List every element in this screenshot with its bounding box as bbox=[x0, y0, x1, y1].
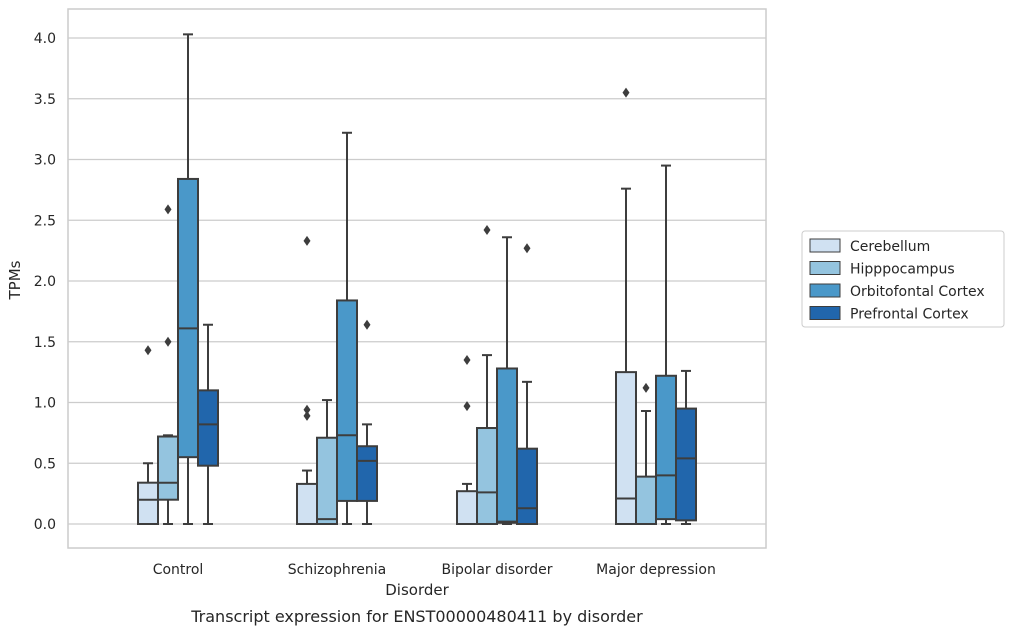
outlier-point bbox=[463, 354, 471, 365]
outlier-point bbox=[144, 345, 152, 356]
box-hipppocampus bbox=[635, 382, 657, 525]
box-iqr bbox=[516, 447, 538, 526]
legend-item: Orbitofontal Cortex bbox=[809, 283, 985, 300]
box-iqr bbox=[157, 435, 179, 501]
x-axis-title: Disorder bbox=[385, 581, 449, 599]
box-cerebellum bbox=[456, 354, 478, 526]
box-orbitofontal-cortex bbox=[496, 236, 518, 525]
x-tick-label: Major depression bbox=[596, 562, 716, 578]
box-hipppocampus bbox=[316, 399, 338, 525]
x-tick-label: Schizophrenia bbox=[288, 562, 386, 578]
outlier-point bbox=[483, 224, 491, 235]
box-iqr bbox=[496, 367, 518, 524]
y-tick-label: 0.0 bbox=[34, 517, 56, 533]
box-prefrontal-cortex bbox=[516, 243, 538, 526]
box-cerebellum bbox=[296, 235, 318, 525]
legend-swatch bbox=[809, 306, 841, 320]
y-tick-label: 2.5 bbox=[34, 213, 56, 229]
legend-frame bbox=[801, 230, 1005, 328]
y-tick-label: 3.5 bbox=[34, 92, 56, 108]
box-orbitofontal-cortex bbox=[655, 164, 677, 525]
legend-item: Prefrontal Cortex bbox=[809, 306, 969, 323]
box-iqr bbox=[296, 482, 318, 525]
legend-item: Hipppocampus bbox=[809, 261, 955, 278]
y-tick-label: 3.0 bbox=[34, 153, 56, 169]
box-plot-area bbox=[137, 33, 697, 526]
outlier-point bbox=[303, 410, 311, 421]
x-axis-ticks: Control Schizophrenia Bipolar disorder Majo… bbox=[153, 562, 716, 578]
legend-swatch bbox=[809, 238, 841, 253]
legend-label: Hipppocampus bbox=[850, 262, 955, 278]
outlier-point bbox=[164, 336, 172, 347]
box-iqr bbox=[197, 389, 219, 467]
y-axis-title: TPMs bbox=[6, 260, 24, 300]
outlier-point bbox=[642, 382, 650, 393]
plot-frame bbox=[67, 8, 767, 549]
legend: Cerebellum Hipppocampus Orbitofontal Corte… bbox=[801, 230, 1005, 328]
box-hipppocampus bbox=[476, 224, 498, 526]
outlier-point bbox=[463, 401, 471, 412]
chart-caption: Transcript expression for ENST0000048041… bbox=[190, 607, 643, 626]
box-iqr bbox=[456, 490, 478, 526]
y-tick-label: 1.0 bbox=[34, 396, 56, 412]
box-iqr bbox=[316, 436, 338, 525]
legend-label: Orbitofontal Cortex bbox=[850, 284, 985, 300]
outlier-point bbox=[523, 243, 531, 254]
y-tick-label: 1.5 bbox=[34, 335, 56, 351]
y-tick-label: 2.0 bbox=[34, 274, 56, 290]
box-orbitofontal-cortex bbox=[177, 33, 199, 525]
box-cerebellum bbox=[615, 87, 637, 525]
box-cerebellum bbox=[137, 345, 159, 526]
legend-item: Cerebellum bbox=[809, 238, 930, 255]
y-axis-ticks: 0.0 0.5 1.0 1.5 2.0 2.5 3.0 3.5 4.0 bbox=[34, 31, 56, 533]
y-tick-label: 0.5 bbox=[34, 456, 56, 472]
box-iqr bbox=[356, 445, 378, 502]
x-tick-label: Bipolar disorder bbox=[441, 562, 552, 578]
box-iqr bbox=[137, 481, 159, 526]
box-iqr bbox=[635, 475, 657, 525]
legend-label: Cerebellum bbox=[850, 239, 930, 255]
box-iqr bbox=[615, 371, 637, 525]
box-iqr bbox=[476, 427, 498, 526]
box-iqr bbox=[675, 407, 697, 522]
x-tick-label: Control bbox=[153, 562, 204, 578]
legend-label: Prefrontal Cortex bbox=[850, 307, 969, 323]
outlier-point bbox=[164, 204, 172, 215]
outlier-point bbox=[303, 235, 311, 246]
box-prefrontal-cortex bbox=[675, 369, 697, 525]
box-iqr bbox=[177, 177, 199, 459]
legend-swatch bbox=[809, 283, 841, 298]
box-prefrontal-cortex bbox=[197, 323, 219, 525]
box-prefrontal-cortex bbox=[356, 319, 378, 525]
outlier-point bbox=[622, 87, 630, 98]
box-iqr bbox=[336, 299, 358, 502]
box-iqr bbox=[655, 374, 677, 521]
outlier-point bbox=[363, 319, 371, 330]
outlier-point bbox=[303, 404, 311, 415]
box-hipppocampus bbox=[157, 204, 179, 525]
y-tick-label: 4.0 bbox=[34, 31, 56, 47]
box-orbitofontal-cortex bbox=[336, 131, 358, 525]
legend-swatch bbox=[809, 261, 841, 275]
